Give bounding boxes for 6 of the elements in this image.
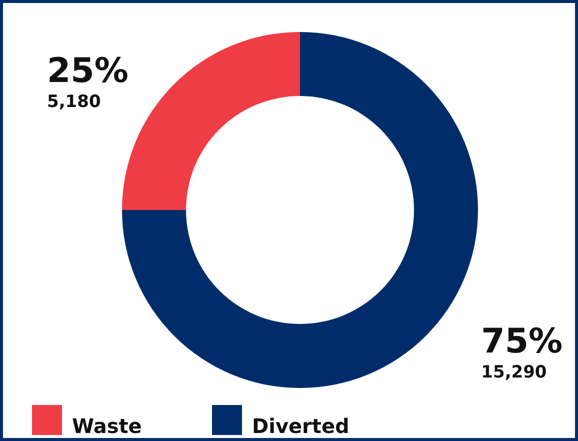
legend-label: Diverted xyxy=(252,414,350,438)
text: 5,180 xyxy=(47,92,101,112)
text: 15,290 xyxy=(481,362,547,383)
data-label: 25% xyxy=(47,51,128,91)
data-label: 75% xyxy=(481,322,563,362)
legend-label: Waste xyxy=(72,414,142,438)
